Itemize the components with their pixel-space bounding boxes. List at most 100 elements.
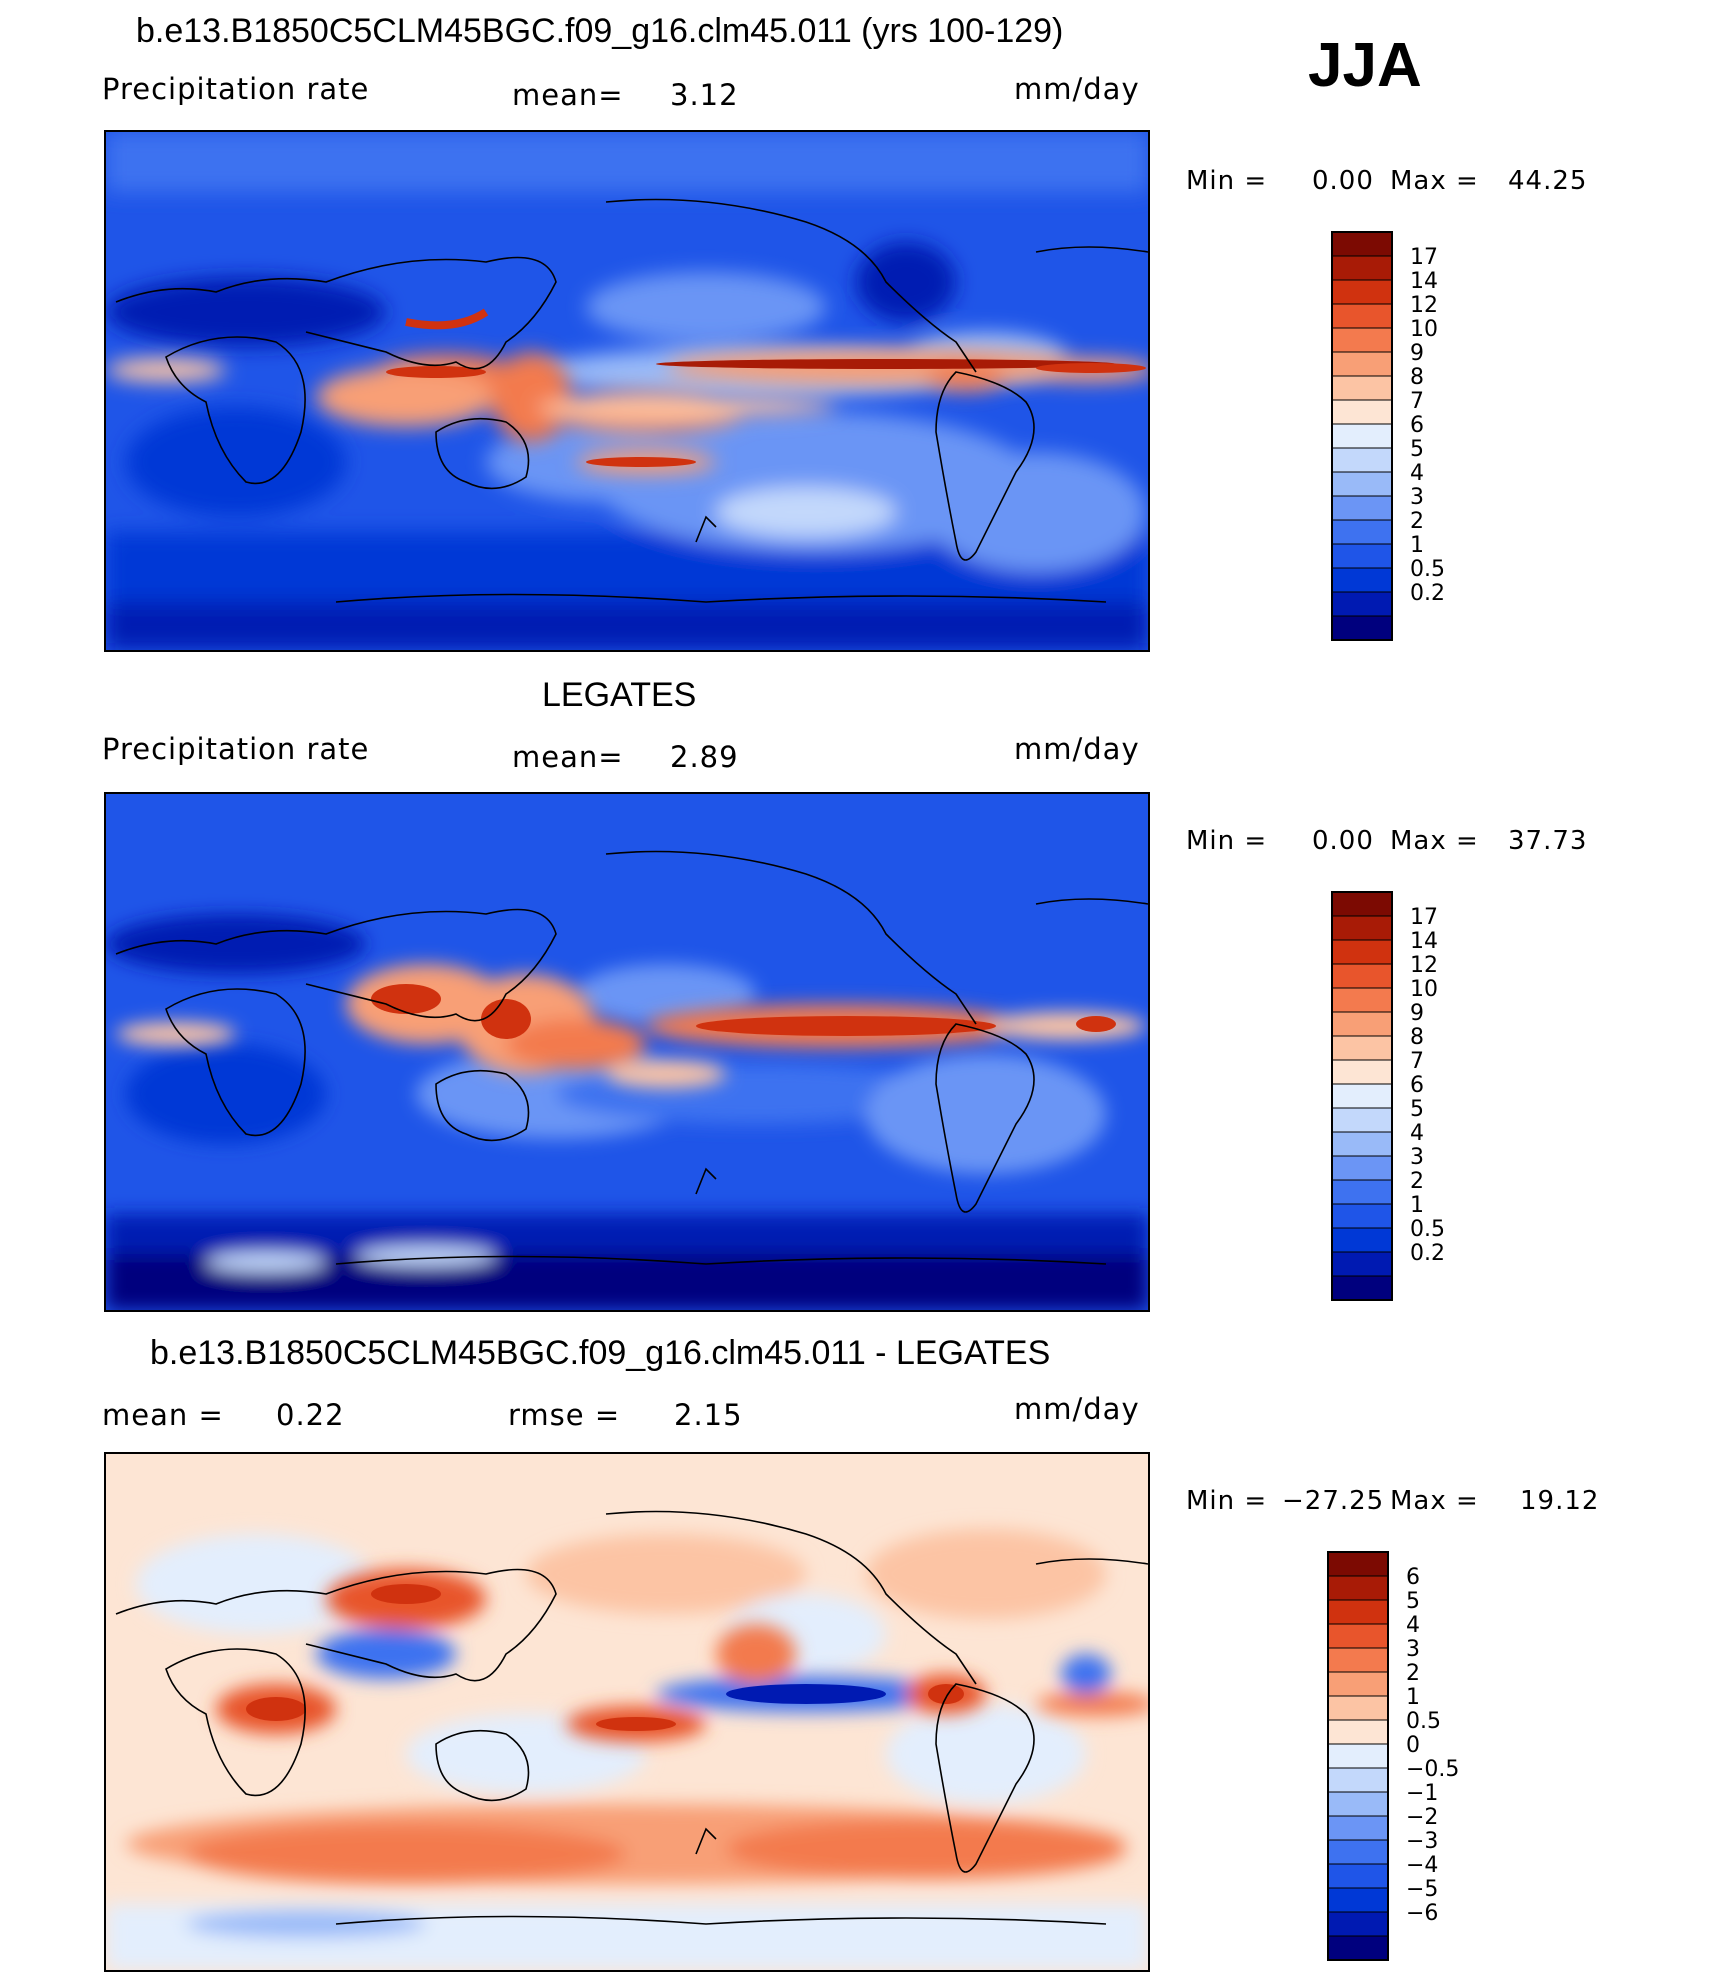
colorbar-tick-label: 3 [1410,485,1424,510]
colorbar-tick-label: 1 [1410,533,1424,558]
panel1-units: mm/day [1014,72,1140,106]
colorbar-tick-label: 2 [1406,1661,1420,1686]
colorbar-segment [1327,1767,1389,1793]
colorbar-segment [1327,1695,1389,1721]
panel2-title: LEGATES [542,676,697,714]
colorbar-tick-label: 10 [1410,317,1438,342]
colorbar-segment [1327,1791,1389,1817]
colorbar-tick-label: 9 [1410,341,1424,366]
colorbar-segment [1331,327,1393,353]
colorbar-tick-label: 5 [1410,437,1424,462]
colorbar-tick-label: 14 [1410,269,1438,294]
colorbar-tick-label: 8 [1410,365,1424,390]
panel1-min-label: Min = [1186,166,1268,196]
colorbar-segment [1327,1623,1389,1649]
colorbar-tick-label: 1 [1410,1193,1424,1218]
colorbar-segment [1331,939,1393,965]
colorbar-tick-label: 12 [1410,953,1438,978]
panel2-max-label: Max = [1390,826,1479,856]
panel1-colorbar: 17 14 12 10 9 8 7 6 5 4 3 2 1 0.5 0.2 [1331,231,1532,644]
colorbar-tick-label: 17 [1410,905,1438,930]
colorbar-segment [1331,1035,1393,1061]
colorbar-tick-label: 0.2 [1410,581,1445,606]
colorbar-segment [1331,1227,1393,1253]
colorbar-segment [1327,1671,1389,1697]
panel2-map-canvas [106,794,1148,1310]
colorbar-tick-label: 0.2 [1410,1241,1445,1266]
colorbar-segment [1331,519,1393,545]
panel1-min-value: 0.00 [1312,166,1374,196]
colorbar-tick-label: 14 [1410,929,1438,954]
colorbar-segment [1327,1863,1389,1889]
colorbar-segment [1331,1251,1393,1277]
colorbar-tick-label: 0.5 [1406,1709,1441,1734]
colorbar-segment [1331,1179,1393,1205]
panel3-min-label: Min = [1186,1486,1268,1516]
colorbar-tick-label: 0.5 [1410,1217,1445,1242]
colorbar-tick-label: 5 [1410,1097,1424,1122]
panel2-variable: Precipitation rate [102,732,370,766]
colorbar-tick-label: 6 [1410,1073,1424,1098]
colorbar-segment [1327,1743,1389,1769]
colorbar-tick-label: 7 [1410,389,1424,414]
colorbar-segment [1331,447,1393,473]
colorbar-segment [1331,495,1393,521]
colorbar-segment [1331,1107,1393,1133]
panel1-max-label: Max = [1390,166,1479,196]
colorbar-outline [1327,1551,1389,1961]
colorbar-tick-label: −3 [1406,1829,1438,1854]
panel1-map [104,130,1150,652]
colorbar-tick-label: 2 [1410,509,1424,534]
panel3-min-value: −27.25 [1282,1486,1385,1516]
panel1-mean-value: 3.12 [670,78,739,112]
panel1-map-canvas [106,132,1148,650]
colorbar-tick-label: −4 [1406,1853,1438,1878]
panel3-mean-label: mean = [102,1398,224,1432]
colorbar-tick-label: −1 [1406,1781,1438,1806]
colorbar-segment [1331,351,1393,377]
colorbar-segment [1331,1155,1393,1181]
colorbar-segment [1327,1815,1389,1841]
panel3-map-canvas [106,1454,1148,1970]
colorbar-segment [1331,1275,1393,1301]
panel1-title: b.e13.B1850C5CLM45BGC.f09_g16.clm45.011 … [136,12,1064,50]
colorbar-tick-label: −0.5 [1406,1757,1459,1782]
panel3-map [104,1452,1150,1972]
colorbar-segment [1327,1935,1389,1961]
panel3-mean-value: 0.22 [276,1398,345,1432]
colorbar-segment [1331,543,1393,569]
colorbar-segment [1327,1839,1389,1865]
panel3-units: mm/day [1014,1392,1140,1426]
panel2-colorbar: 17 14 12 10 9 8 7 6 5 4 3 2 1 0.5 0.2 [1331,891,1532,1304]
colorbar-segment [1331,891,1393,917]
colorbar-segment [1327,1719,1389,1745]
colorbar-segment [1331,963,1393,989]
colorbar-segment [1331,1083,1393,1109]
colorbar-tick-label: 4 [1410,1121,1424,1146]
colorbar-segment [1331,1059,1393,1085]
panel2-min-value: 0.00 [1312,826,1374,856]
colorbar-segment [1331,567,1393,593]
panel3-max-value: 19.12 [1520,1486,1600,1516]
colorbar-segment [1327,1551,1389,1577]
colorbar-tick-label: 5 [1406,1589,1420,1614]
panel3-max-label: Max = [1390,1486,1479,1516]
panel2-max-value: 37.73 [1508,826,1588,856]
season-label: JJA [1308,31,1422,100]
panel2-map [104,792,1150,1312]
panel1-variable: Precipitation rate [102,72,370,106]
colorbar-tick-label: −2 [1406,1805,1438,1830]
colorbar-tick-label: 8 [1410,1025,1424,1050]
panel3-rmse-label: rmse = [508,1398,621,1432]
colorbar-segment [1331,255,1393,281]
colorbar-tick-label: 17 [1410,245,1438,270]
colorbar-segment [1327,1887,1389,1913]
colorbar-segment [1331,279,1393,305]
colorbar-segment [1331,987,1393,1013]
colorbar-segment [1331,399,1393,425]
panel2-mean-label: mean= [512,740,624,774]
colorbar-segment [1331,615,1393,641]
